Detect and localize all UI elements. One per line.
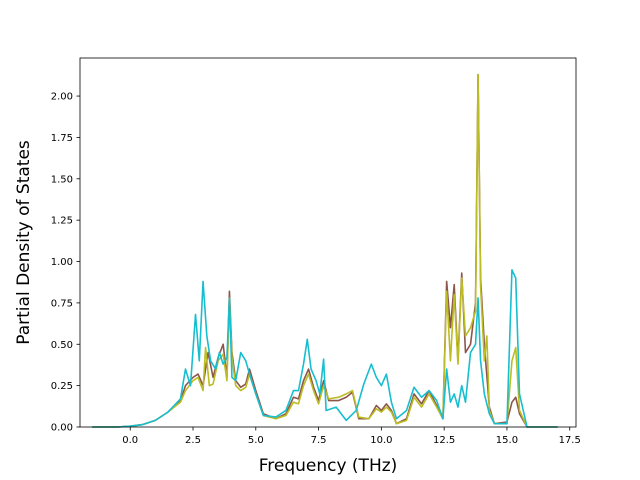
x-tick-label: 2.5 — [185, 435, 201, 446]
y-tick-label: 2.00 — [51, 92, 73, 103]
y-tick-label: 0.00 — [51, 423, 73, 434]
y-axis: 0.00 0.25 0.50 0.75 1.00 1.25 1.50 1.75 2.00 — [51, 92, 80, 434]
series-layer — [91, 73, 558, 428]
y-tick-label: 0.75 — [51, 298, 73, 309]
x-tick-label: 17.5 — [559, 435, 581, 446]
y-axis-label: Partial Density of States — [14, 140, 34, 345]
series-line-3 — [91, 269, 558, 428]
x-tick-label: 7.5 — [311, 435, 327, 446]
y-tick-label: 1.75 — [51, 133, 73, 144]
x-axis-label: Frequency (THz) — [259, 456, 398, 476]
series-line-2 — [91, 73, 558, 428]
y-tick-label: 1.00 — [51, 257, 73, 268]
y-tick-label: 0.50 — [51, 340, 73, 351]
x-tick-label: 0.0 — [122, 435, 138, 446]
x-tick-label: 5.0 — [248, 435, 264, 446]
y-tick-label: 1.25 — [51, 216, 73, 227]
x-tick-label: 10.0 — [370, 435, 392, 446]
x-tick-label: 15.0 — [496, 435, 518, 446]
x-axis: 0.0 2.5 5.0 7.5 10.0 12.5 15.0 17.5 — [122, 427, 581, 446]
y-tick-label: 0.25 — [51, 381, 73, 392]
x-tick-label: 12.5 — [433, 435, 455, 446]
y-tick-label: 1.50 — [51, 174, 73, 185]
plot-frame — [79, 57, 577, 428]
